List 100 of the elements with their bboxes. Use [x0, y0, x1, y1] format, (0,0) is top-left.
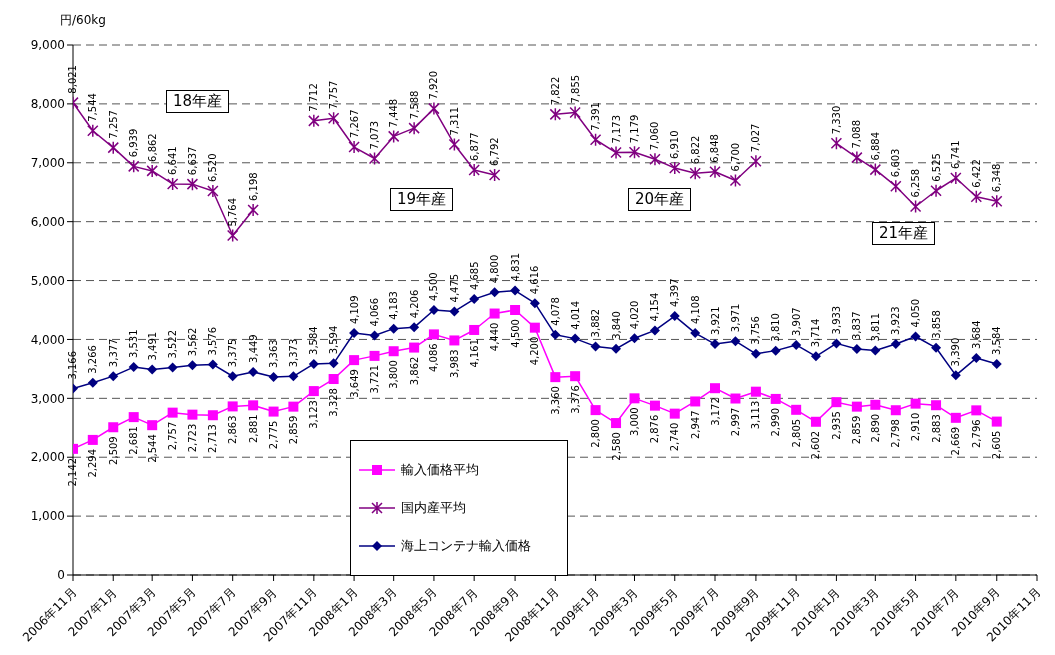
- data-label: 2,723: [186, 423, 198, 453]
- point: [550, 329, 561, 340]
- data-label: 3,531: [128, 329, 140, 359]
- data-label: 2,947: [689, 410, 701, 440]
- point: [971, 353, 982, 364]
- data-label: 6,520: [207, 153, 219, 183]
- data-label: 4,161: [468, 338, 480, 368]
- y-tick-label: 1,000: [30, 509, 65, 524]
- data-label: 4,014: [569, 300, 581, 330]
- annotation: 20年産: [628, 188, 692, 211]
- data-label: 3,684: [970, 320, 982, 350]
- data-label: 3,584: [308, 326, 320, 355]
- data-label: 7,027: [750, 123, 762, 153]
- data-label: 3,373: [287, 338, 299, 368]
- data-label: 6,258: [910, 168, 922, 198]
- point: [308, 114, 320, 128]
- point: [550, 372, 561, 383]
- point: [730, 393, 741, 404]
- point: [830, 136, 843, 151]
- data-label: 6,877: [468, 132, 480, 162]
- point: [729, 173, 742, 188]
- data-label: 3,858: [930, 310, 942, 339]
- data-label: 8,021: [67, 65, 79, 94]
- point: [529, 298, 540, 309]
- point: [870, 399, 881, 410]
- y-tick-label: 6,000: [30, 214, 65, 229]
- point: [227, 401, 238, 412]
- data-label: 3,363: [268, 339, 280, 368]
- point: [207, 410, 218, 421]
- data-label: 3,172: [709, 397, 721, 426]
- data-label: 6,422: [970, 159, 982, 188]
- data-label: 2,910: [910, 412, 922, 442]
- point: [187, 409, 198, 420]
- data-label: 3,594: [328, 325, 340, 355]
- data-label: 3,810: [770, 312, 782, 342]
- data-label: 3,837: [851, 311, 863, 341]
- data-label: 3,491: [146, 331, 158, 361]
- data-label: 4,108: [689, 295, 701, 325]
- data-label: 2,796: [970, 419, 982, 448]
- point: [810, 416, 821, 427]
- y-tick-label: 5,000: [30, 273, 65, 288]
- legend-label: 輸入価格平均: [401, 461, 479, 479]
- point: [469, 324, 480, 335]
- data-label: 3,166: [67, 350, 79, 380]
- point: [107, 140, 119, 155]
- point: [669, 311, 680, 322]
- point: [890, 179, 902, 193]
- data-label: 2,805: [790, 418, 802, 448]
- point: [146, 164, 158, 178]
- point: [831, 338, 842, 349]
- data-label: 6,603: [890, 148, 902, 178]
- data-label: 2,883: [930, 414, 942, 443]
- data-label: 4,206: [408, 289, 420, 319]
- point: [248, 366, 259, 377]
- point: [750, 386, 761, 397]
- point: [327, 111, 340, 125]
- point: [629, 393, 640, 404]
- data-label: 4,500: [509, 319, 521, 348]
- point: [991, 194, 1003, 208]
- point: [690, 328, 701, 339]
- data-label: 6,862: [146, 133, 158, 162]
- point: [590, 405, 601, 416]
- point: [689, 166, 701, 181]
- point: [569, 105, 581, 120]
- data-label: 2,859: [851, 415, 863, 445]
- data-label: 6,641: [167, 146, 179, 175]
- point: [870, 345, 881, 356]
- point: [628, 145, 641, 159]
- point: [167, 362, 178, 373]
- point: [750, 348, 761, 359]
- data-label: 3,376: [569, 385, 581, 414]
- data-label: 2,605: [991, 430, 1003, 460]
- point: [710, 339, 721, 350]
- point: [810, 351, 821, 362]
- point: [590, 341, 601, 352]
- data-label: 6,884: [869, 131, 881, 161]
- data-label: 3,721: [369, 364, 381, 394]
- point: [388, 323, 399, 334]
- point: [589, 133, 602, 147]
- point: [128, 412, 139, 423]
- point: [349, 328, 360, 339]
- data-label: 3,907: [790, 307, 802, 336]
- point: [570, 371, 581, 382]
- data-label: 2,798: [890, 419, 902, 448]
- data-label: 3,576: [207, 326, 219, 356]
- point: [890, 338, 901, 349]
- point: [87, 434, 98, 445]
- data-label: 2,294: [87, 448, 99, 478]
- data-label: 3,562: [186, 327, 198, 357]
- point: [147, 420, 158, 431]
- point: [268, 371, 279, 382]
- point: [328, 358, 339, 369]
- point: [268, 406, 279, 417]
- data-label: 3,522: [167, 329, 179, 359]
- point: [669, 408, 680, 419]
- point: [388, 346, 399, 357]
- data-label: 2,669: [950, 426, 962, 456]
- point: [387, 129, 400, 144]
- data-label: 3,756: [750, 316, 762, 345]
- data-label: 2,876: [649, 414, 661, 444]
